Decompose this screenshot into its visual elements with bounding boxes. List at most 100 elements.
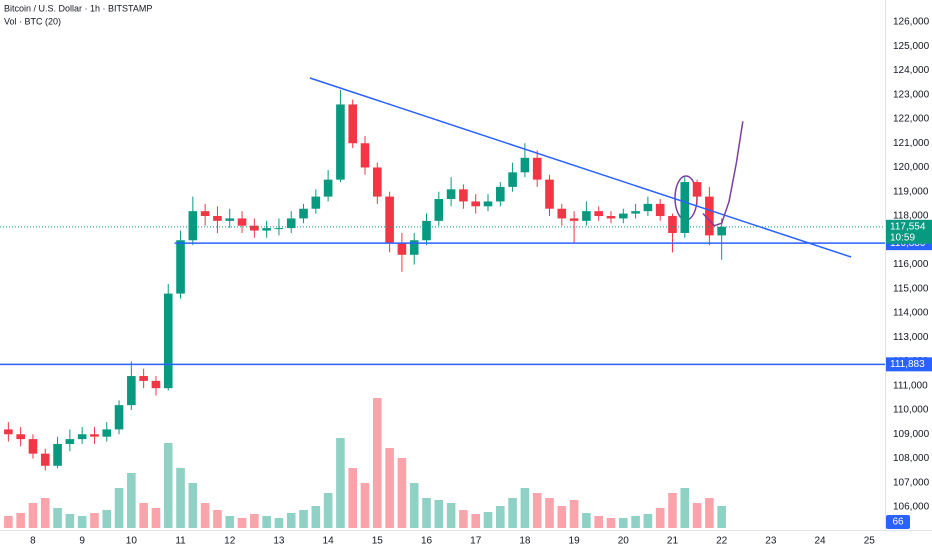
volume-bar xyxy=(102,510,112,528)
candle-body xyxy=(53,443,62,466)
volume-bar xyxy=(618,518,628,528)
countdown: 10:59 xyxy=(890,232,915,243)
candle-body xyxy=(409,240,419,255)
y-tick-label: 109,000 xyxy=(893,429,930,440)
candle-body xyxy=(668,215,677,233)
candle-body xyxy=(471,201,481,207)
candle-body xyxy=(139,376,148,381)
candle-body xyxy=(311,196,321,209)
badge[interactable]: 66 xyxy=(892,517,904,528)
volume-bar xyxy=(139,503,148,528)
y-tick-label: 115,000 xyxy=(893,283,929,294)
volume-bar xyxy=(459,510,468,528)
candle-body xyxy=(213,215,222,221)
candle-body xyxy=(299,208,308,219)
candle-body xyxy=(65,439,75,444)
volume-bar xyxy=(28,503,38,528)
trendline xyxy=(309,77,852,258)
y-tick-label: 106,000 xyxy=(893,502,930,513)
x-tick-label: 11 xyxy=(175,536,186,547)
candle-body xyxy=(692,182,702,197)
volume-bar xyxy=(53,508,62,528)
level-label: 111,883 xyxy=(890,359,925,370)
volume-bar xyxy=(409,483,419,528)
candle-body xyxy=(717,226,726,236)
badge-box[interactable] xyxy=(886,515,910,529)
candle-body xyxy=(705,196,714,236)
volume-bar xyxy=(483,512,493,528)
x-tick-label: 8 xyxy=(30,536,36,547)
y-tick-label: 125,000 xyxy=(893,41,930,52)
volume-bar xyxy=(360,483,370,528)
volume-bar xyxy=(213,510,222,528)
x-tick-label: 13 xyxy=(273,536,285,547)
volume-bar xyxy=(717,506,726,528)
candle-body xyxy=(446,189,456,200)
candle-body xyxy=(594,211,603,216)
volume-bar xyxy=(262,516,271,528)
candle-body xyxy=(4,429,13,435)
volume-title: Vol · BTC (20) xyxy=(4,16,61,26)
current-price-label: 117,554 xyxy=(890,221,926,232)
candle-body xyxy=(225,218,235,221)
y-tick-label: 113,000 xyxy=(893,332,929,343)
candle-body xyxy=(28,439,38,454)
volume-bar xyxy=(40,498,50,528)
candle-body xyxy=(262,228,271,231)
candle-body xyxy=(237,218,247,226)
candle-body xyxy=(631,211,640,214)
volume-bar xyxy=(582,513,591,528)
volume-bar xyxy=(373,398,382,528)
volume-bar xyxy=(225,516,235,528)
volume-bar xyxy=(286,513,296,528)
volume-bar xyxy=(508,498,517,528)
candle-body xyxy=(90,434,99,437)
level-label-box xyxy=(886,357,932,372)
candle-body xyxy=(643,203,653,212)
volume-bar xyxy=(188,483,198,528)
candle-body xyxy=(569,218,579,221)
candle-body xyxy=(373,167,382,197)
candle-body xyxy=(618,213,628,219)
y-tick-label: 110,000 xyxy=(893,405,929,416)
candle-body xyxy=(16,434,25,440)
x-tick-label: 17 xyxy=(470,536,482,547)
candle-body xyxy=(385,196,394,243)
y-tick-label: 123,000 xyxy=(893,89,930,100)
volume-bar xyxy=(422,498,431,528)
candle-body xyxy=(680,182,690,233)
y-tick-label: 111,000 xyxy=(893,380,928,391)
volume-bar xyxy=(336,438,345,528)
x-tick-label: 20 xyxy=(618,536,630,547)
volume-bar xyxy=(643,514,653,528)
candle-body xyxy=(434,199,444,221)
candle-body xyxy=(495,186,505,202)
y-tick-label: 107,000 xyxy=(893,477,930,488)
volume-bar xyxy=(274,518,284,528)
y-tick-label: 108,000 xyxy=(893,453,930,464)
volume-bar xyxy=(631,516,640,528)
candle-body xyxy=(606,215,616,219)
candle-body xyxy=(348,104,358,144)
candle-body xyxy=(114,405,124,430)
current-price-box xyxy=(886,219,932,244)
volume-bar xyxy=(90,513,99,528)
volume-bar xyxy=(16,513,25,528)
volume-bar xyxy=(655,508,665,528)
candle-body xyxy=(188,211,198,241)
volume-bar xyxy=(323,493,333,528)
volume-bar xyxy=(77,516,87,528)
volume-bar xyxy=(532,493,542,528)
volume-bar xyxy=(606,518,616,528)
chart-title: Bitcoin / U.S. Dollar · 1h · BITSTAMP xyxy=(4,3,152,13)
volume-bar xyxy=(520,488,530,528)
volume-bar xyxy=(705,498,714,528)
volume-bar xyxy=(680,488,690,528)
volume-bar xyxy=(163,443,173,528)
candle-body xyxy=(459,189,468,202)
volume-bar xyxy=(250,514,259,528)
candle-body xyxy=(102,429,112,437)
volume-bar xyxy=(557,506,567,528)
candle-body xyxy=(422,220,431,241)
y-tick-label: 126,000 xyxy=(893,17,930,28)
